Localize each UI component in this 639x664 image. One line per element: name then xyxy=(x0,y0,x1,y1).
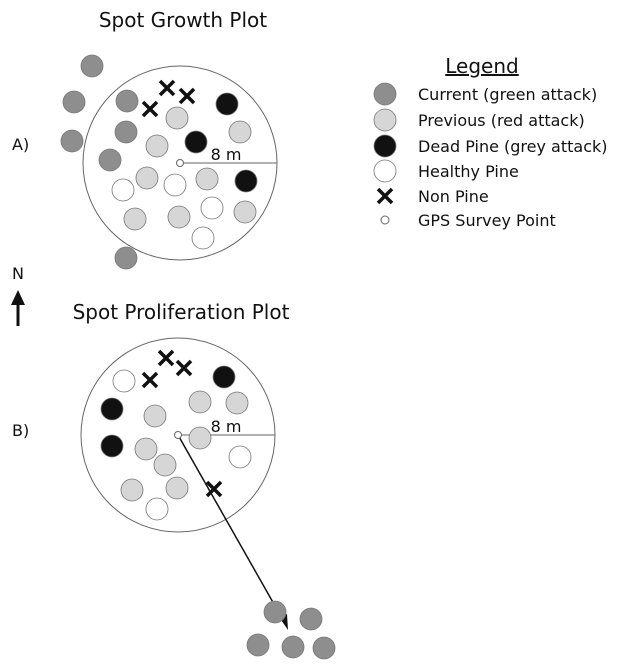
tree-prev xyxy=(145,134,169,158)
tree-cur xyxy=(246,633,270,657)
tree-healthy xyxy=(163,173,187,197)
tree-cur xyxy=(263,600,287,624)
plot-b-scale: 8 m xyxy=(211,417,242,436)
cross-stroke xyxy=(141,100,159,118)
plot-a-scale: 8 m xyxy=(211,145,242,164)
tree-prev xyxy=(165,476,189,500)
tree-dead xyxy=(234,169,258,193)
tree-healthy xyxy=(112,369,136,393)
tree-prev xyxy=(143,404,167,428)
non-pine xyxy=(141,371,159,389)
tree-prev xyxy=(135,166,159,190)
tree-prev xyxy=(167,205,191,229)
legend-symbol xyxy=(373,159,397,183)
tree-dead xyxy=(212,365,236,389)
tree-cur xyxy=(115,89,139,113)
tree-prev xyxy=(233,200,257,224)
legend-title: Legend xyxy=(445,54,518,78)
non-pine xyxy=(178,87,196,105)
tree-prev xyxy=(120,478,144,502)
tree-prev xyxy=(188,426,212,450)
tree-cur xyxy=(114,246,138,270)
legend-symbol xyxy=(373,82,397,106)
tree-healthy xyxy=(228,445,252,469)
non-pine xyxy=(157,349,175,367)
non-pine xyxy=(205,480,223,498)
gps-point xyxy=(174,431,182,439)
north-arrow xyxy=(11,290,25,326)
tree-cur xyxy=(98,148,122,172)
tree-prev xyxy=(228,120,252,144)
plot-a-panel: A) xyxy=(12,135,29,154)
cross-stroke xyxy=(178,87,196,105)
legend-gps xyxy=(380,215,390,225)
cross-stroke xyxy=(175,359,193,377)
north-label: N xyxy=(12,264,24,283)
tree-healthy xyxy=(191,226,215,250)
legend-label: Current (green attack) xyxy=(418,85,597,104)
tree-dead xyxy=(184,130,208,154)
non-pine xyxy=(141,100,159,118)
plot-b-panel: B) xyxy=(12,421,29,440)
tree-prev xyxy=(225,391,249,415)
legend: Current (green attack) Previous (red atta… xyxy=(373,82,608,230)
legend-symbol xyxy=(373,134,397,158)
tree-prev xyxy=(153,453,177,477)
plot-b-title: Spot Proliferation Plot xyxy=(73,300,290,324)
tree-cur xyxy=(281,635,305,659)
legend-label: Previous (red attack) xyxy=(418,111,585,130)
gps-point xyxy=(176,159,184,167)
tree-healthy xyxy=(145,497,169,521)
cross-stroke xyxy=(376,187,394,205)
tree-cur xyxy=(114,120,138,144)
tree-dead xyxy=(100,434,124,458)
tree-prev xyxy=(134,437,158,461)
tree-dead xyxy=(215,92,239,116)
tree-prev xyxy=(188,390,212,414)
legend-label: GPS Survey Point xyxy=(418,211,556,230)
tree-prev xyxy=(165,106,189,130)
non-pine xyxy=(175,359,193,377)
legend-label: Non Pine xyxy=(418,187,489,206)
non-pine xyxy=(158,79,176,97)
cross-stroke xyxy=(205,480,223,498)
tree-cur xyxy=(60,129,84,153)
tree-cur xyxy=(80,54,104,78)
legend-label: Dead Pine (grey attack) xyxy=(418,137,608,156)
cross-stroke xyxy=(157,349,175,367)
tree-prev xyxy=(123,207,147,231)
legend-label: Healthy Pine xyxy=(418,162,519,181)
tree-prev xyxy=(195,167,219,191)
legend-symbol xyxy=(373,108,397,132)
tree-healthy xyxy=(200,196,224,220)
tree-dead xyxy=(100,397,124,421)
cross-stroke xyxy=(141,371,159,389)
non-pine xyxy=(376,187,394,205)
tree-healthy xyxy=(111,178,135,202)
tree-cur xyxy=(299,607,323,631)
cross-stroke xyxy=(158,79,176,97)
tree-cur xyxy=(312,636,336,660)
tree-cur xyxy=(62,90,86,114)
trees xyxy=(60,54,336,660)
plot-a-title: Spot Growth Plot xyxy=(99,8,267,32)
